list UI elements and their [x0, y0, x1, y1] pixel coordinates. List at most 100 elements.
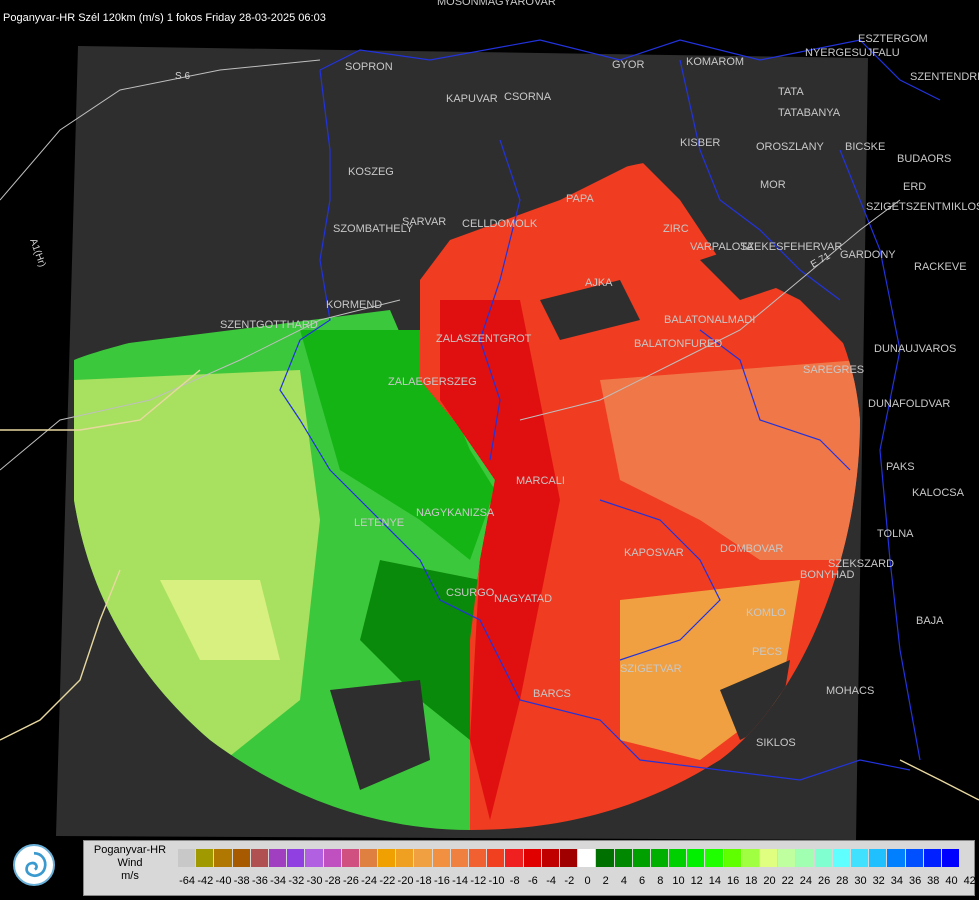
city-label: BALATONALMADI	[664, 314, 755, 326]
legend-swatch	[396, 849, 415, 867]
city-label: SZENTENDRE	[910, 71, 979, 83]
legend-swatch	[705, 849, 724, 867]
legend-swatch	[905, 849, 924, 867]
legend-swatch	[469, 849, 488, 867]
city-label: MOHACS	[826, 685, 874, 697]
legend-tick-label: 18	[745, 875, 758, 887]
city-label: GARDONY	[840, 249, 896, 261]
city-label: SZIGETVAR	[620, 663, 682, 675]
legend-unit: m/s	[121, 870, 139, 882]
legend-tick-label: -18	[415, 875, 432, 887]
legend-tick-label: -16	[433, 875, 450, 887]
legend-swatch	[505, 849, 524, 867]
legend-tick-label: 30	[854, 875, 867, 887]
city-label: LETENYE	[354, 517, 404, 529]
legend-tick-label: -26	[342, 875, 359, 887]
city-label: KOMAROM	[686, 56, 744, 68]
legend-tick-label: 0	[584, 875, 591, 887]
legend-swatch	[778, 849, 797, 867]
legend-swatch	[650, 849, 670, 867]
legend-tick-label: 12	[690, 875, 703, 887]
legend-swatch	[196, 849, 215, 867]
legend-swatch	[432, 849, 451, 867]
city-label: PAPA	[566, 193, 594, 205]
city-label: DUNAFOLDVAR	[868, 398, 950, 410]
city-label: SZENTGOTTHARD	[220, 319, 318, 331]
city-label: ZALAEGERSZEG	[388, 376, 477, 388]
legend-tick-label: -14	[452, 875, 469, 887]
legend-tick-label: 14	[708, 875, 722, 887]
legend-tick-label: 2	[602, 875, 609, 887]
legend-quantity: Wind	[117, 857, 143, 869]
legend-swatches	[178, 849, 961, 867]
legend-swatch	[232, 849, 251, 867]
city-label: PAKS	[886, 461, 915, 473]
legend-header: Poganyvar-HR Wind m/s	[86, 844, 174, 892]
legend-swatch	[578, 849, 597, 867]
city-label: KAPOSVAR	[624, 547, 684, 559]
city-label: KOMLO	[746, 607, 786, 619]
legend-swatch	[850, 849, 870, 867]
legend-swatch	[814, 849, 833, 867]
city-label: NYERGESUJFALU	[805, 47, 900, 59]
legend-tick-label: -28	[324, 875, 341, 887]
legend-swatch	[450, 849, 469, 867]
city-label: BUDAORS	[897, 153, 951, 165]
road-label: S 6	[175, 71, 190, 82]
legend-tick-label: 26	[817, 875, 831, 887]
city-label: KOSZEG	[348, 166, 394, 178]
legend-swatch	[268, 849, 288, 867]
legend-swatch	[323, 849, 342, 867]
legend-tick-label: 10	[672, 875, 685, 887]
city-label: SZOMBATHELY	[333, 223, 414, 235]
city-label: AJKA	[585, 277, 613, 289]
legend-swatch	[669, 849, 688, 867]
city-label: TOLNA	[877, 528, 914, 540]
legend-tick-label: 8	[657, 875, 664, 887]
legend-swatch	[523, 849, 542, 867]
legend-tick-label: -22	[379, 875, 396, 887]
legend-tick-label: 20	[763, 875, 776, 887]
city-label: RACKEVE	[914, 261, 967, 273]
city-label: VARPALOTA	[690, 241, 754, 253]
legend-tick-label: 36	[908, 875, 922, 887]
legend-tick-label: 4	[620, 875, 627, 887]
city-label: TATA	[778, 86, 804, 98]
legend-tick-label: -40	[215, 875, 232, 887]
legend-tick-label: 34	[890, 875, 904, 887]
city-label: OROSZLANY	[756, 141, 825, 153]
city-label: BICSKE	[845, 141, 885, 153]
legend-swatch	[414, 849, 433, 867]
legend-tick-label: 42	[963, 875, 976, 887]
city-label: MARCALI	[516, 475, 565, 487]
legend-swatch	[287, 849, 306, 867]
city-label: DOMBOVAR	[720, 543, 783, 555]
city-label: SOPRON	[345, 61, 393, 73]
legend-swatch	[796, 849, 815, 867]
legend-tick-label: -10	[488, 875, 505, 887]
city-label: ERD	[903, 181, 926, 193]
legend-swatch	[178, 849, 197, 867]
city-label: KALOCSA	[912, 487, 965, 499]
legend-swatch	[378, 849, 397, 867]
legend: Poganyvar-HR Wind m/s -64 -42 -40 -38 -36 -34…	[83, 840, 976, 896]
legend-tick-label: -6	[528, 875, 538, 887]
road-label: A1(Hr)	[27, 237, 47, 268]
city-label: KAPUVAR	[446, 93, 498, 105]
legend-tick-label: -8	[509, 875, 520, 887]
city-label: ESZTERGOM	[858, 33, 928, 45]
legend-tick-label: -64	[179, 875, 196, 887]
legend-tick-label: 38	[927, 875, 940, 887]
legend-swatch	[760, 849, 779, 867]
city-label: MOR	[760, 179, 786, 191]
city-label: KORMEND	[326, 299, 382, 311]
legend-tick-label: -20	[397, 875, 414, 887]
legend-swatch	[559, 849, 579, 867]
legend-tick-label: 28	[836, 875, 849, 887]
legend-swatch	[832, 849, 851, 867]
legend-tick-label: -42	[197, 875, 214, 887]
city-label: SZEKSZARD	[828, 558, 894, 570]
logo-icon	[13, 844, 55, 886]
legend-tick-label: -34	[270, 875, 287, 887]
